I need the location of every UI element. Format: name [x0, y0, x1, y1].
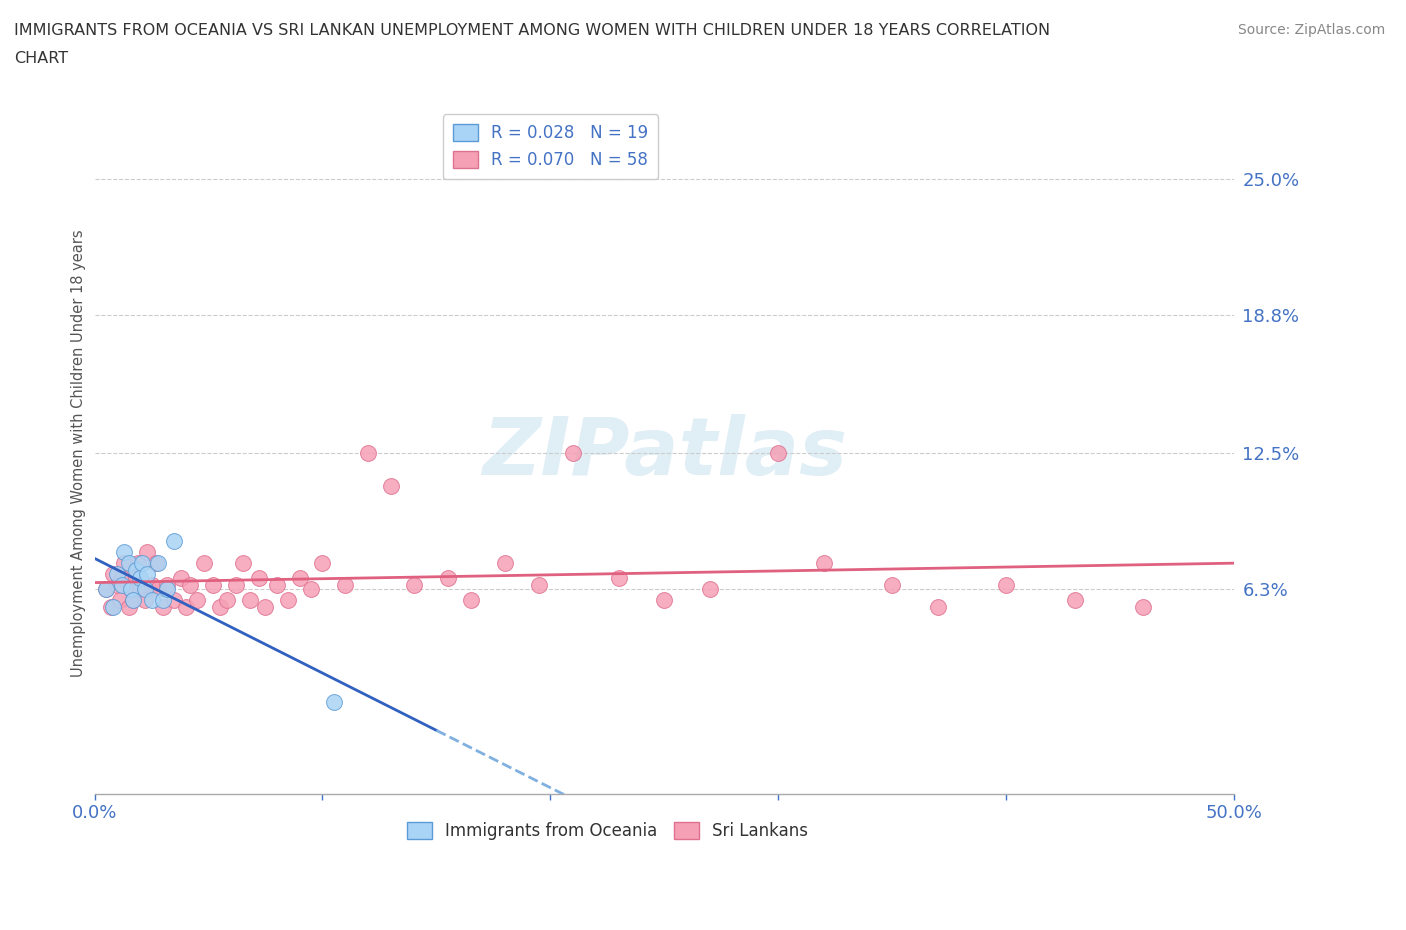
Point [141, 593, 163, 608]
Point [136, 545, 159, 560]
Point [232, 555, 254, 570]
Point [129, 571, 152, 586]
Point [266, 578, 288, 592]
Legend: Immigrants from Oceania, Sri Lankans: Immigrants from Oceania, Sri Lankans [399, 816, 815, 846]
Text: Source: ZipAtlas.com: Source: ZipAtlas.com [1237, 23, 1385, 37]
Point [254, 600, 277, 615]
Point [813, 555, 835, 570]
Point [101, 566, 124, 581]
Point [335, 578, 357, 592]
Point [94, 582, 117, 597]
Text: CHART: CHART [14, 51, 67, 66]
Point [436, 571, 458, 586]
Point [129, 582, 152, 597]
Point [127, 555, 149, 570]
Point [652, 593, 675, 608]
Point [225, 578, 247, 592]
Point [299, 582, 322, 597]
Point [288, 571, 311, 586]
Point [122, 593, 145, 608]
Text: ZIPatlas: ZIPatlas [482, 414, 846, 492]
Point [111, 578, 134, 592]
Point [163, 593, 186, 608]
Point [120, 582, 142, 597]
Point [152, 600, 174, 615]
Point [163, 534, 186, 549]
Y-axis label: Unemployment Among Women with Children Under 18 years: Unemployment Among Women with Children U… [72, 230, 86, 677]
Point [134, 593, 156, 608]
Point [120, 582, 142, 597]
Point [1063, 593, 1085, 608]
Point [101, 600, 124, 615]
Point [124, 563, 146, 578]
Point [118, 555, 141, 570]
Point [247, 571, 270, 586]
Point [768, 445, 790, 460]
Point [179, 578, 201, 592]
Point [152, 593, 174, 608]
Point [1132, 600, 1154, 615]
Point [494, 555, 516, 570]
Point [402, 578, 425, 592]
Point [357, 445, 380, 460]
Point [215, 593, 238, 608]
Point [380, 479, 402, 494]
Point [112, 545, 135, 560]
Point [156, 582, 179, 597]
Point [995, 578, 1018, 592]
Point [193, 555, 215, 570]
Point [94, 582, 117, 597]
Point [277, 593, 299, 608]
Point [136, 566, 159, 581]
Point [607, 571, 630, 586]
Text: IMMIGRANTS FROM OCEANIA VS SRI LANKAN UNEMPLOYMENT AMONG WOMEN WITH CHILDREN UND: IMMIGRANTS FROM OCEANIA VS SRI LANKAN UN… [14, 23, 1050, 38]
Point [927, 600, 949, 615]
Point [460, 593, 482, 608]
Point [131, 555, 153, 570]
Point [208, 600, 231, 615]
Point [118, 600, 141, 615]
Point [122, 593, 145, 608]
Point [311, 555, 333, 570]
Point [134, 582, 156, 597]
Point [148, 582, 170, 597]
Point [882, 578, 904, 592]
Point [202, 578, 225, 592]
Point [111, 571, 134, 586]
Point [112, 555, 135, 570]
Point [145, 555, 167, 570]
Point [156, 578, 179, 592]
Point [105, 566, 128, 581]
Point [562, 445, 585, 460]
Point [322, 694, 344, 709]
Point [238, 593, 260, 608]
Point [124, 571, 146, 586]
Point [105, 578, 128, 592]
Point [148, 555, 170, 570]
Point [527, 578, 550, 592]
Point [699, 582, 721, 597]
Point [100, 600, 122, 615]
Point [186, 593, 208, 608]
Point [141, 578, 163, 592]
Point [170, 571, 193, 586]
Point [108, 593, 131, 608]
Point [174, 600, 197, 615]
